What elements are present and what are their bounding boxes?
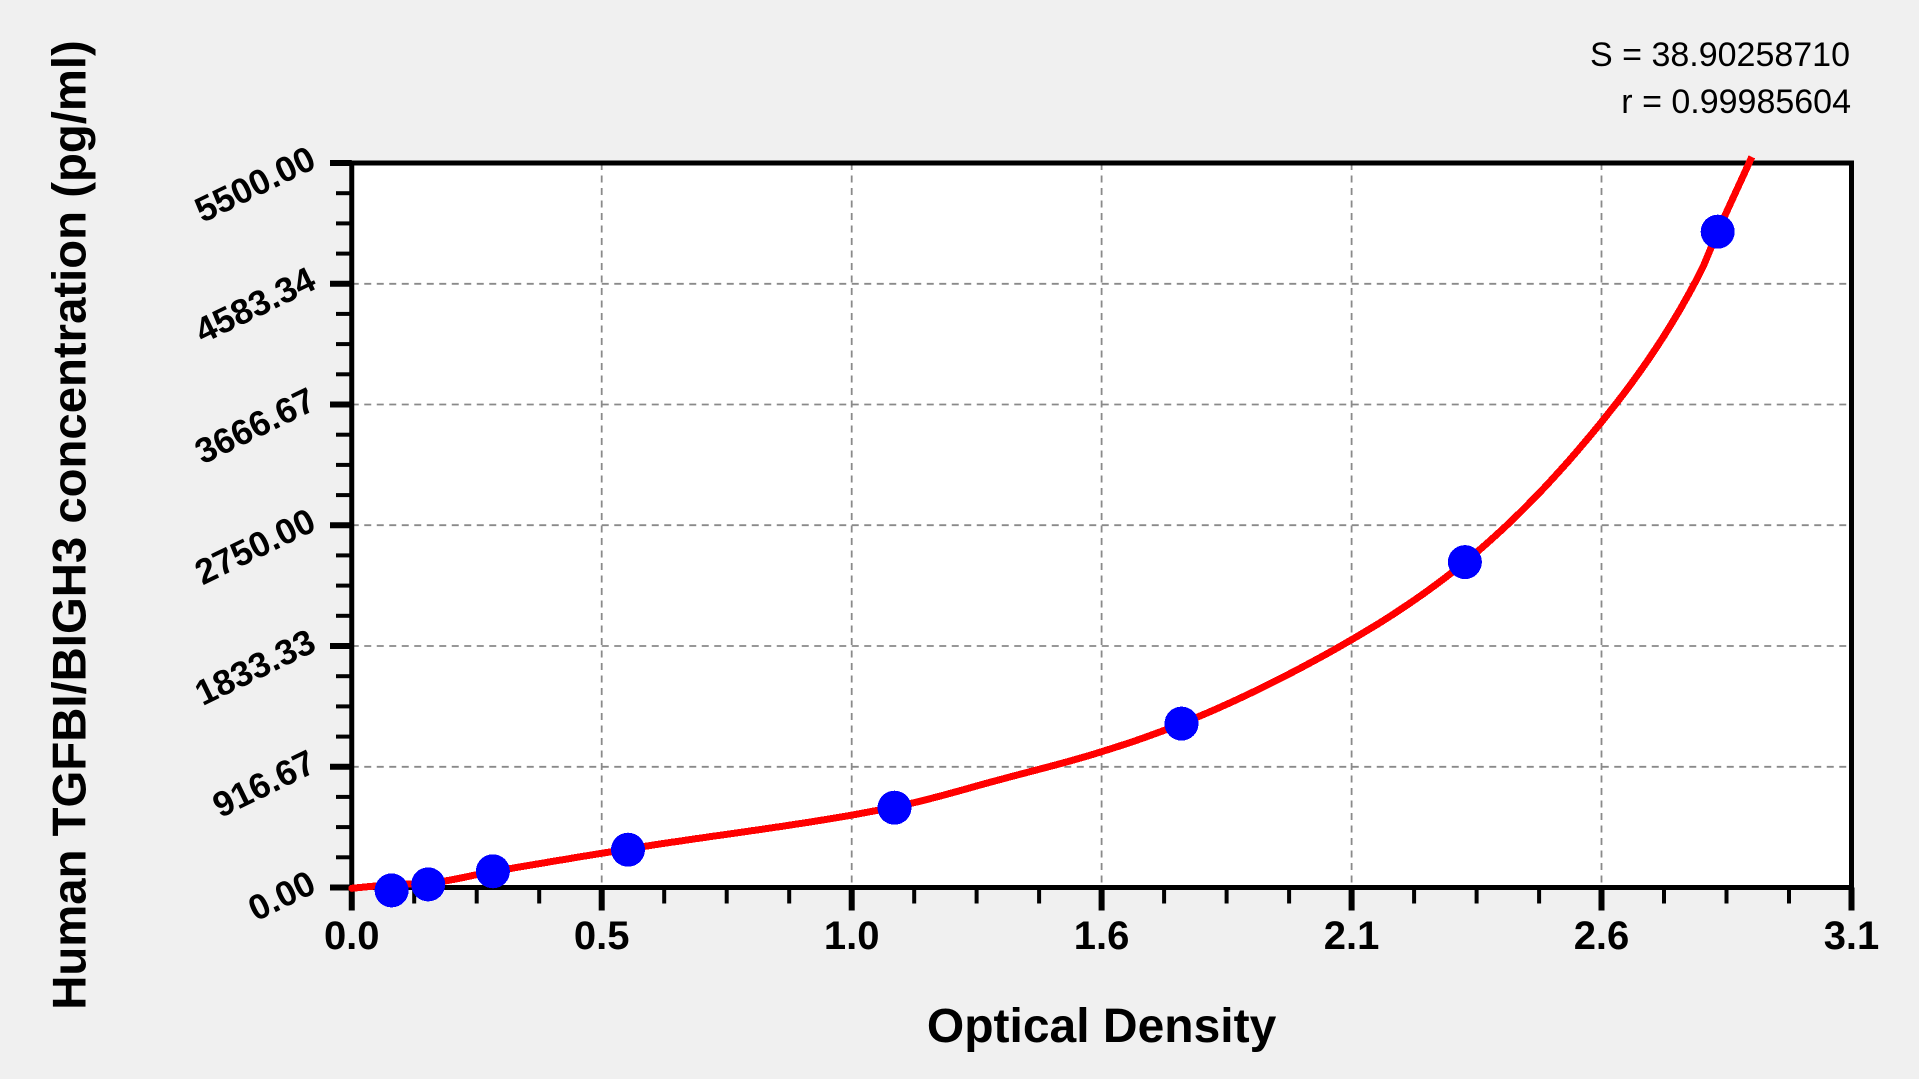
- svg-text:1.0: 1.0: [824, 914, 880, 958]
- svg-text:3.1: 3.1: [1824, 914, 1880, 958]
- svg-text:0.0: 0.0: [324, 914, 380, 958]
- svg-text:1.6: 1.6: [1074, 914, 1130, 958]
- svg-text:2.1: 2.1: [1324, 914, 1380, 958]
- svg-text:r = 0.99985604: r = 0.99985604: [1621, 83, 1851, 121]
- svg-text:S = 38.90258710: S = 38.90258710: [1590, 36, 1850, 74]
- svg-text:0.5: 0.5: [574, 914, 630, 958]
- svg-text:Optical Density: Optical Density: [927, 1000, 1277, 1053]
- svg-text:Human TGFBI/BIGH3 concentratio: Human TGFBI/BIGH3 concentration (pg/ml): [44, 40, 97, 1010]
- svg-text:2.6: 2.6: [1574, 914, 1630, 958]
